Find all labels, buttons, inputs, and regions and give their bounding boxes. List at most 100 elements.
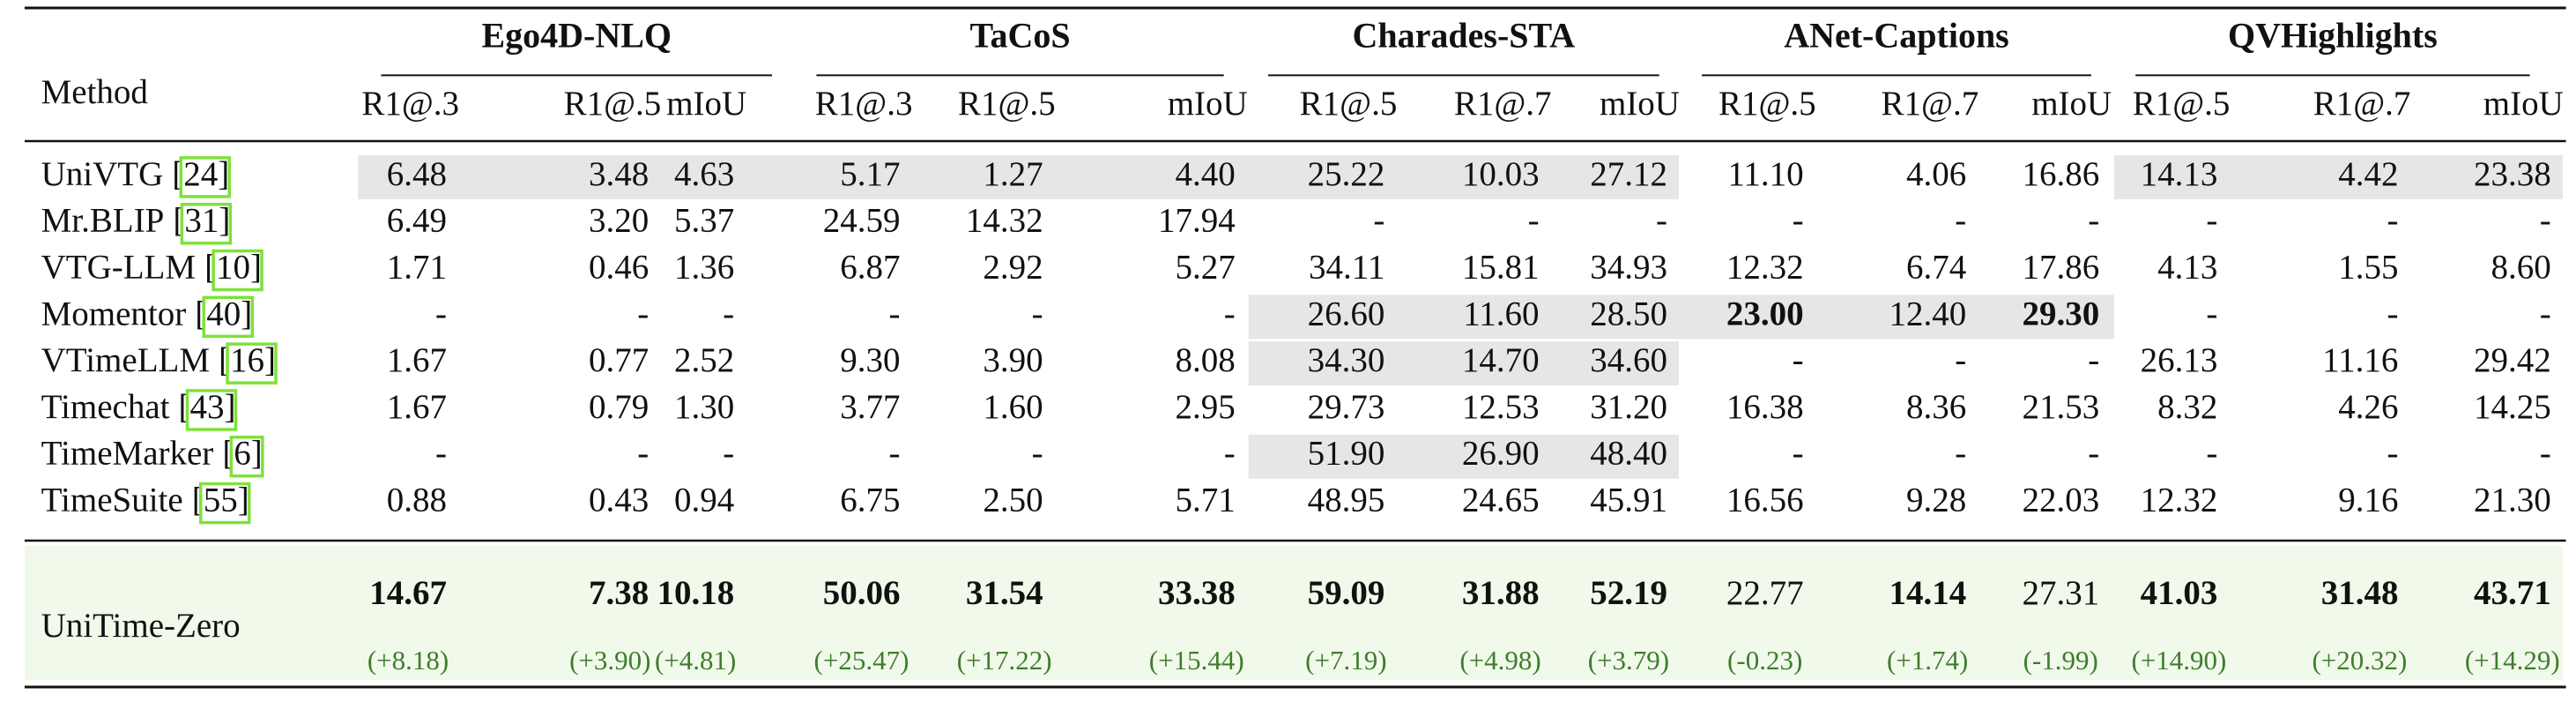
cell: 6.75 — [840, 482, 900, 519]
cell: - — [2540, 435, 2551, 473]
cell: - — [1032, 435, 1043, 473]
citation-box — [198, 482, 251, 525]
delta: (+1.74) — [1887, 645, 1968, 676]
cell: 11.16 — [2322, 341, 2398, 379]
cell: 51.90 — [1308, 435, 1385, 473]
cell: 14.67 — [369, 574, 447, 612]
cell: 28.50 — [1590, 295, 1667, 332]
cell: - — [1793, 435, 1804, 473]
citation-box — [179, 156, 231, 198]
delta: (+25.47) — [814, 645, 909, 676]
cell: 45.91 — [1590, 482, 1667, 519]
cell: 0.46 — [589, 248, 649, 286]
cell: - — [1955, 202, 1966, 240]
cell: - — [2387, 202, 2398, 240]
column-header: mIoU — [2031, 85, 2112, 123]
cell: 4.06 — [1906, 155, 1966, 193]
cell: - — [435, 435, 447, 473]
citation-box — [212, 249, 264, 292]
cell: 0.77 — [589, 341, 649, 379]
column-header: mIoU — [666, 85, 746, 123]
column-header: R1@.7 — [1454, 85, 1552, 123]
cell: 59.09 — [1308, 574, 1385, 612]
cell: 3.48 — [589, 155, 649, 193]
cell: 52.19 — [1590, 574, 1667, 612]
cell: 3.20 — [589, 202, 649, 240]
cell: 1.30 — [674, 388, 734, 426]
cell: 48.40 — [1590, 435, 1667, 473]
cell: 2.92 — [983, 248, 1043, 286]
cell: 0.43 — [589, 482, 649, 519]
cell: 1.27 — [983, 155, 1043, 193]
method-name: Timechat — [41, 388, 170, 426]
cell: 10.18 — [657, 574, 734, 612]
cell: 26.60 — [1308, 295, 1385, 332]
cell: 31.48 — [2321, 574, 2399, 612]
group-header: ANet-Captions — [1784, 16, 2009, 56]
cell: 3.90 — [983, 341, 1043, 379]
column-header: mIoU — [1600, 85, 1680, 123]
cell: - — [637, 295, 649, 332]
cell: 1.55 — [2338, 248, 2398, 286]
cell-highlight — [2113, 154, 2563, 199]
cell: 1.60 — [983, 388, 1043, 426]
cell: 27.12 — [1590, 155, 1667, 193]
cell: 3.77 — [840, 388, 900, 426]
cell: - — [888, 295, 900, 332]
cell: 16.56 — [1726, 482, 1804, 519]
delta: (+17.22) — [957, 645, 1052, 676]
cell: 2.95 — [1175, 388, 1235, 426]
citation: [6] — [222, 435, 262, 473]
column-header: R1@.5 — [1300, 85, 1398, 123]
cell: 1.67 — [387, 388, 447, 426]
cell: - — [637, 435, 649, 473]
cell: 26.90 — [1462, 435, 1540, 473]
cell: 8.08 — [1175, 341, 1235, 379]
cell: 21.30 — [2474, 482, 2551, 519]
cell: 2.52 — [674, 341, 734, 379]
citation-box — [180, 202, 233, 245]
cell: 7.38 — [589, 574, 649, 612]
cell: - — [1955, 435, 1966, 473]
cell: - — [1373, 202, 1385, 240]
delta: (+14.90) — [2131, 645, 2226, 676]
cell: - — [2088, 341, 2099, 379]
column-header: R1@.7 — [2313, 85, 2411, 123]
delta: (-1.99) — [2023, 645, 2098, 676]
cell: 34.30 — [1308, 341, 1385, 379]
column-header: mIoU — [2483, 85, 2564, 123]
delta: (+3.79) — [1588, 645, 1669, 676]
delta: (+4.98) — [1459, 645, 1540, 676]
cell: 14.13 — [2141, 155, 2218, 193]
cell: 4.13 — [2157, 248, 2217, 286]
cell: 8.32 — [2157, 388, 2217, 426]
group-header: QVHighlights — [2228, 16, 2438, 56]
cell: 23.38 — [2474, 155, 2551, 193]
group-header: Charades-STA — [1353, 16, 1576, 56]
cell: 26.13 — [2141, 341, 2218, 379]
cell: 17.86 — [2022, 248, 2099, 286]
cell: 10.03 — [1462, 155, 1540, 193]
cell: 4.40 — [1175, 155, 1235, 193]
citation-box — [229, 436, 264, 478]
cell: 34.93 — [1590, 248, 1667, 286]
cell: 41.03 — [2141, 574, 2218, 612]
cell: 6.49 — [387, 202, 447, 240]
cell: 43.71 — [2474, 574, 2551, 612]
cell: 4.42 — [2338, 155, 2398, 193]
column-header: mIoU — [1168, 85, 1248, 123]
cell: 29.42 — [2474, 341, 2551, 379]
cell-highlight — [358, 154, 1680, 199]
cell: 12.40 — [1889, 295, 1966, 332]
cell: 5.27 — [1175, 248, 1235, 286]
cell: 17.94 — [1158, 202, 1236, 240]
cell: 22.77 — [1726, 574, 1804, 612]
cell: 5.17 — [840, 155, 900, 193]
cell: - — [1656, 202, 1667, 240]
method-header: Method — [41, 73, 149, 111]
citation-box — [226, 342, 278, 385]
cell: - — [2206, 202, 2217, 240]
cell: 1.71 — [387, 248, 447, 286]
cell: 27.31 — [2022, 574, 2099, 612]
cell: - — [1224, 435, 1236, 473]
